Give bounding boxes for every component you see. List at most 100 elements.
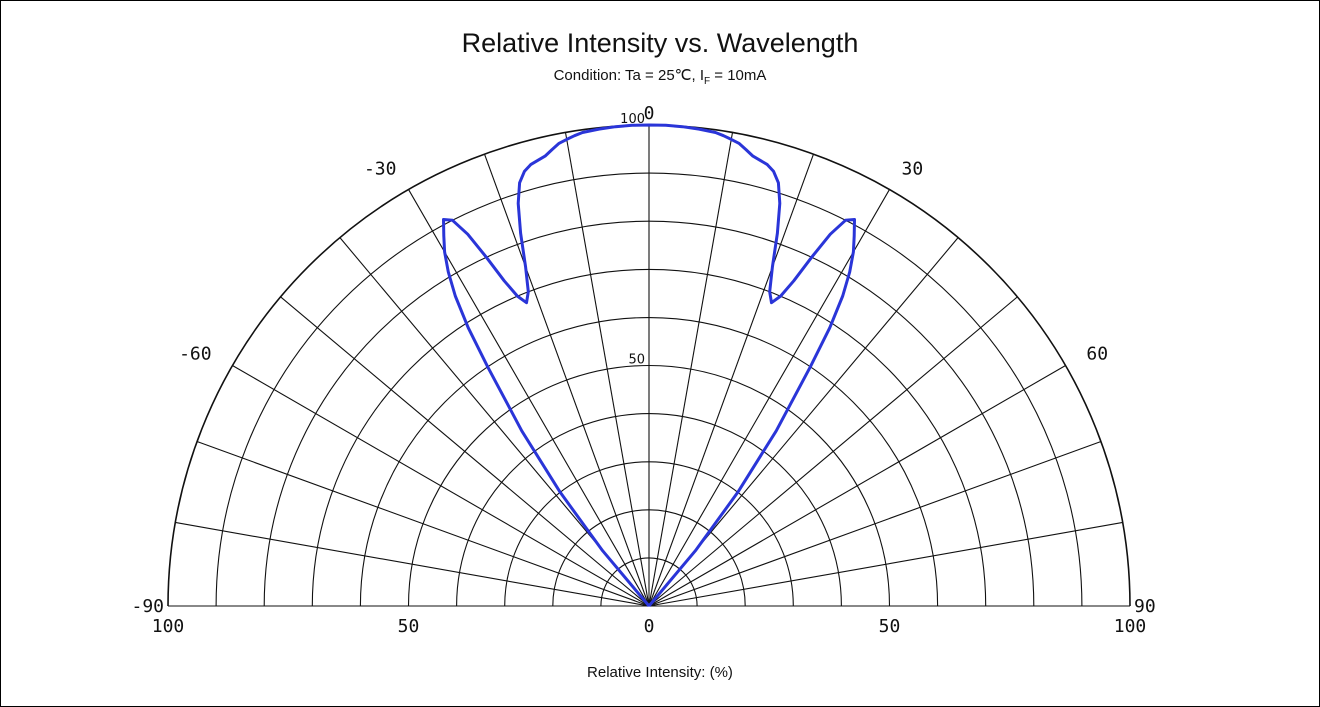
data-point: [614, 126, 617, 128]
grid-spoke: [175, 521, 650, 607]
data-point: [793, 280, 795, 282]
angle-tick-label: 90: [1134, 596, 1156, 617]
data-point: [853, 218, 856, 221]
data-point: [775, 430, 777, 432]
grid-spoke: [648, 153, 815, 607]
data-point: [520, 232, 522, 234]
grid-spoke: [232, 365, 650, 607]
data-point: [527, 291, 529, 293]
data-point: [738, 142, 740, 144]
angle-tick-label: 0: [644, 103, 655, 124]
data-point: [503, 280, 505, 282]
data-point: [487, 366, 489, 368]
data-point: [809, 366, 812, 368]
subtitle-prefix: Condition: Ta = 25℃, I: [553, 67, 705, 84]
data-point: [598, 128, 600, 130]
data-point: [447, 271, 449, 273]
data-point: [521, 430, 523, 432]
angle-tick-label: -30: [364, 159, 397, 180]
data-point: [467, 327, 469, 329]
data-point: [722, 135, 725, 137]
grid-spoke: [648, 440, 1102, 607]
data-point: [648, 605, 650, 607]
radial-tick-label: 100: [152, 616, 185, 637]
data-point: [849, 271, 851, 273]
grid-spoke: [648, 521, 1123, 607]
grid-spoke: [196, 440, 650, 607]
data-point: [776, 232, 779, 234]
radial-tick-label: 50: [398, 616, 420, 637]
data-point: [485, 256, 487, 258]
data-point: [537, 159, 539, 161]
data-point: [773, 170, 775, 172]
data-point: [779, 202, 781, 204]
data-point: [566, 138, 568, 140]
data-point: [852, 251, 855, 253]
grid-spoke: [280, 296, 650, 607]
data-point: [737, 491, 739, 493]
data-point: [752, 155, 754, 157]
data-point: [442, 218, 445, 221]
angle-tick-label: 60: [1086, 343, 1108, 364]
intensity-series: [442, 123, 856, 607]
data-point: [573, 135, 576, 137]
data-point: [769, 291, 771, 293]
grid-spoke: [408, 189, 650, 607]
data-point: [853, 235, 855, 237]
data-point: [467, 233, 469, 235]
data-point: [770, 302, 773, 304]
data-point: [648, 124, 650, 126]
data-point: [811, 256, 813, 258]
radial-tick-label: 100: [1114, 616, 1147, 637]
data-point: [829, 327, 831, 329]
angle-tick-label: -90: [131, 596, 164, 617]
radial-tick-label: 0: [644, 616, 655, 637]
chart-subtitle: Condition: Ta = 25℃, IF = 10mA: [0, 66, 1320, 87]
x-axis-label: Relative Intensity: (%): [587, 664, 733, 681]
grid-spoke: [648, 296, 1018, 607]
data-point: [714, 131, 717, 134]
data-point: [766, 164, 768, 166]
subtitle-subscript: F: [704, 76, 711, 87]
data-point: [771, 266, 774, 268]
data-point: [558, 142, 560, 144]
data-point: [780, 295, 782, 297]
grid-spoke: [648, 365, 1066, 607]
data-point: [730, 138, 732, 140]
data-point: [444, 251, 446, 253]
angle-tick-label: -60: [179, 343, 212, 364]
data-point: [559, 491, 561, 493]
data-point: [631, 124, 633, 126]
data-point: [443, 235, 445, 237]
grid-spoke: [483, 153, 650, 607]
data-point: [517, 202, 519, 204]
data-point: [451, 219, 454, 221]
data-point: [745, 149, 747, 151]
grid-spoke: [564, 132, 650, 607]
data-point: [530, 164, 532, 166]
data-point: [516, 295, 519, 297]
radial-tick-label: 50: [879, 616, 901, 637]
data-point: [681, 126, 684, 128]
inner-radial-label: 100: [620, 112, 645, 127]
data-point: [454, 295, 456, 297]
data-point: [698, 128, 700, 130]
data-point: [844, 219, 847, 221]
data-point: [694, 550, 697, 552]
data-point: [759, 159, 761, 161]
data-point: [519, 182, 521, 184]
data-point: [777, 182, 780, 184]
subtitle-suffix: = 10mA: [710, 67, 767, 84]
grid-spoke: [648, 189, 890, 607]
data-point: [829, 233, 831, 235]
data-point: [544, 155, 546, 157]
chart-title: Relative Intensity vs. Wavelength: [461, 28, 859, 58]
polar-grid: [167, 124, 1131, 607]
data-point: [842, 295, 844, 297]
grid-spoke: [648, 132, 734, 607]
data-point: [665, 124, 667, 126]
data-point: [602, 550, 604, 552]
